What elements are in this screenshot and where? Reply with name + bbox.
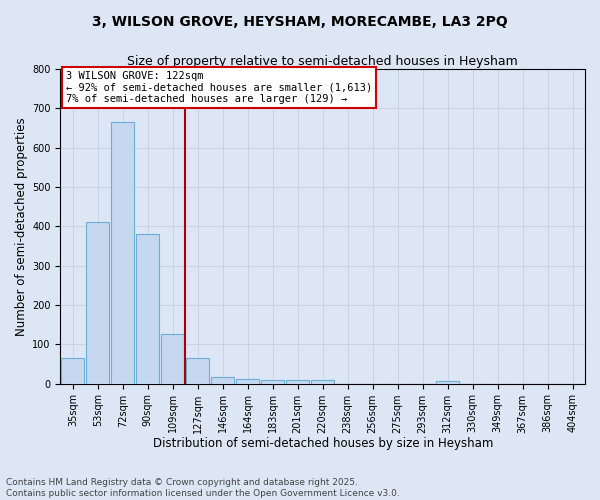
- Bar: [436, 381, 459, 384]
- Title: Size of property relative to semi-detached houses in Heysham: Size of property relative to semi-detach…: [127, 55, 518, 68]
- Text: 3 WILSON GROVE: 122sqm
← 92% of semi-detached houses are smaller (1,613)
7% of s: 3 WILSON GROVE: 122sqm ← 92% of semi-det…: [65, 70, 372, 104]
- X-axis label: Distribution of semi-detached houses by size in Heysham: Distribution of semi-detached houses by …: [152, 437, 493, 450]
- Bar: [236, 378, 259, 384]
- Bar: [261, 380, 284, 384]
- Bar: [211, 376, 234, 384]
- Bar: [61, 358, 85, 384]
- Bar: [112, 122, 134, 384]
- Bar: [161, 334, 184, 384]
- Bar: [286, 380, 309, 384]
- Bar: [311, 380, 334, 384]
- Bar: [86, 222, 109, 384]
- Y-axis label: Number of semi-detached properties: Number of semi-detached properties: [15, 117, 28, 336]
- Text: 3, WILSON GROVE, HEYSHAM, MORECAMBE, LA3 2PQ: 3, WILSON GROVE, HEYSHAM, MORECAMBE, LA3…: [92, 15, 508, 29]
- Bar: [186, 358, 209, 384]
- Text: Contains HM Land Registry data © Crown copyright and database right 2025.
Contai: Contains HM Land Registry data © Crown c…: [6, 478, 400, 498]
- Bar: [136, 234, 160, 384]
